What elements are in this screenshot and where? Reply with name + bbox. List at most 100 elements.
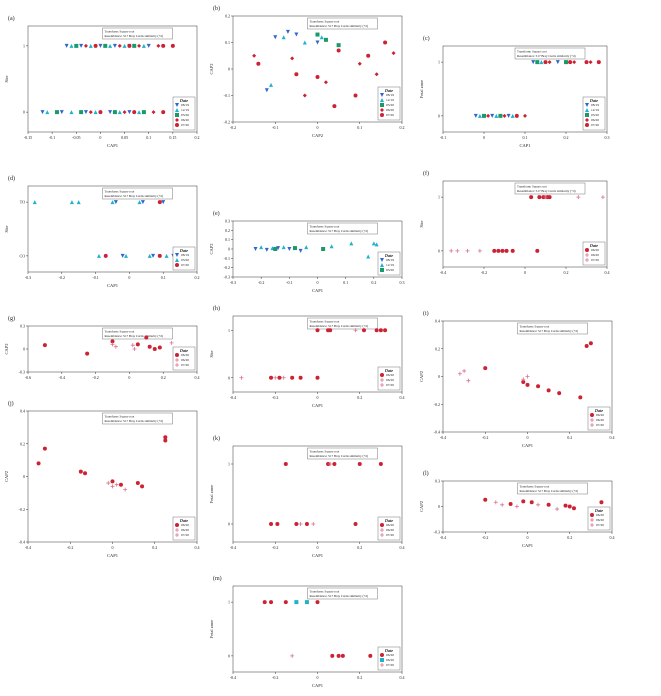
plot-frame (27, 25, 198, 133)
x-tick-label: -0.2 (272, 675, 278, 680)
x-tick-label: 0.2 (161, 375, 166, 380)
x-tick-label: -0.4 (230, 675, 236, 680)
legend-entry: 12/19 (591, 108, 599, 112)
legend-entry: 06/20 (596, 518, 604, 522)
data-point (110, 339, 115, 344)
data-point (85, 351, 90, 356)
legend-entry: 07/20 (386, 533, 394, 537)
data-point (269, 375, 274, 380)
legend (377, 646, 401, 671)
legend-marker (585, 258, 589, 262)
legend-entry: 06/20 (596, 513, 604, 517)
data-point (259, 245, 264, 250)
x-tick-label: 0.4 (400, 395, 405, 400)
x-tick-label: 0.4 (610, 535, 615, 540)
legend-marker (590, 418, 594, 422)
legend-entry: 03/20 (181, 113, 189, 117)
y-tick-label: -0.3 (434, 530, 440, 535)
legend-marker (380, 378, 384, 382)
data-point (287, 247, 292, 251)
x-tick-label: -0.4 (25, 545, 31, 550)
x-tick-label: 0.1 (146, 135, 151, 140)
data-point (269, 82, 274, 87)
data-point (69, 200, 74, 205)
resemblance-label: Resemblance: S17 Bray Curtis similarity … (105, 334, 164, 338)
data-point (466, 378, 471, 383)
y-axis-label: Site (4, 75, 9, 82)
data-point (371, 241, 376, 246)
legend-marker (175, 108, 179, 112)
x-axis-label: CAP1 (107, 283, 118, 288)
y-axis-label: CAP2 (4, 471, 9, 482)
x-tick-label: 0.2 (564, 135, 569, 140)
y-tick-label: 0 (23, 110, 25, 115)
data-point (302, 93, 307, 98)
data-point (599, 500, 604, 505)
x-tick-label: -0.1 (440, 135, 446, 140)
panel-l: (l) -0.4 -0.2 0 0.2 0.4 -0.3 0 0.3 CAP1 CAP2 Transf… (419, 470, 615, 548)
legend-title: Date (589, 243, 598, 248)
data-point (269, 600, 274, 605)
legend (172, 516, 196, 541)
x-tick-label: 0.2 (567, 535, 572, 540)
data-point (576, 195, 581, 200)
data-point (151, 110, 156, 115)
data-point (110, 479, 115, 484)
x-tick-label: -0.2 (482, 435, 488, 440)
y-tick-label: 0 (23, 347, 25, 352)
data-point (498, 113, 503, 118)
y-tick-label: -0.2 (434, 402, 440, 407)
legend-marker (590, 518, 594, 522)
transform-label: Transform: Square root (517, 185, 547, 189)
legend-entry: 03/20 (386, 103, 394, 107)
data-point (122, 43, 127, 48)
panel-a: (a) -0.15 -0.1 -0.05 0 0.05 0.1 0.15 0.2 1 0 CAP1 Si… (4, 15, 200, 148)
legend-marker (585, 123, 589, 127)
y-axis-label: Fetal zone (209, 485, 214, 504)
data-point (328, 462, 333, 466)
data-point (113, 200, 118, 205)
data-point (292, 246, 297, 251)
data-point (161, 43, 166, 48)
x-tick-label: -0.2 (482, 535, 488, 540)
data-point (117, 43, 122, 48)
legend-entry: 08/19 (386, 93, 394, 97)
data-point (490, 113, 495, 118)
y-axis-label: CAP2 (419, 501, 424, 512)
x-axis-label: CAP1 (107, 553, 118, 558)
y-tick-label: 0 (228, 653, 230, 658)
resemblance-label: Resemblance: S17 Bray Curtis similarity … (105, 34, 164, 38)
x-tick-label: 0.1 (161, 275, 166, 280)
data-point (523, 113, 527, 118)
legend-marker (380, 663, 384, 667)
panel-letter: (b) (213, 5, 220, 12)
data-point (486, 113, 491, 118)
y-tick-label: 0 (228, 522, 230, 527)
x-tick-label: 0.4 (605, 270, 610, 275)
data-point (157, 253, 162, 258)
legend-entry: 06/20 (386, 528, 394, 532)
data-point (535, 248, 540, 253)
data-point (163, 435, 168, 440)
legend-marker (380, 653, 384, 657)
x-tick-label: -0.2 (59, 275, 65, 280)
x-tick-label: 0.3 (605, 135, 610, 140)
data-point (547, 60, 552, 65)
data-point (264, 247, 269, 252)
data-point (315, 74, 320, 79)
data-point (141, 43, 146, 48)
transform-label: Transform: Square root (105, 415, 135, 419)
data-point (281, 375, 286, 380)
data-point (269, 522, 274, 526)
x-tick-label: 0.2 (152, 545, 157, 550)
data-point (504, 248, 509, 253)
data-point (315, 40, 320, 45)
legend-title: Date (179, 518, 188, 523)
y-tick-label: 0.1 (225, 237, 230, 242)
data-point (537, 195, 542, 200)
data-point (465, 248, 470, 253)
x-tick-label: -0.1 (92, 275, 98, 280)
data-point (336, 43, 341, 48)
data-point (93, 110, 98, 115)
legend-entry: 06/20 (181, 353, 189, 357)
